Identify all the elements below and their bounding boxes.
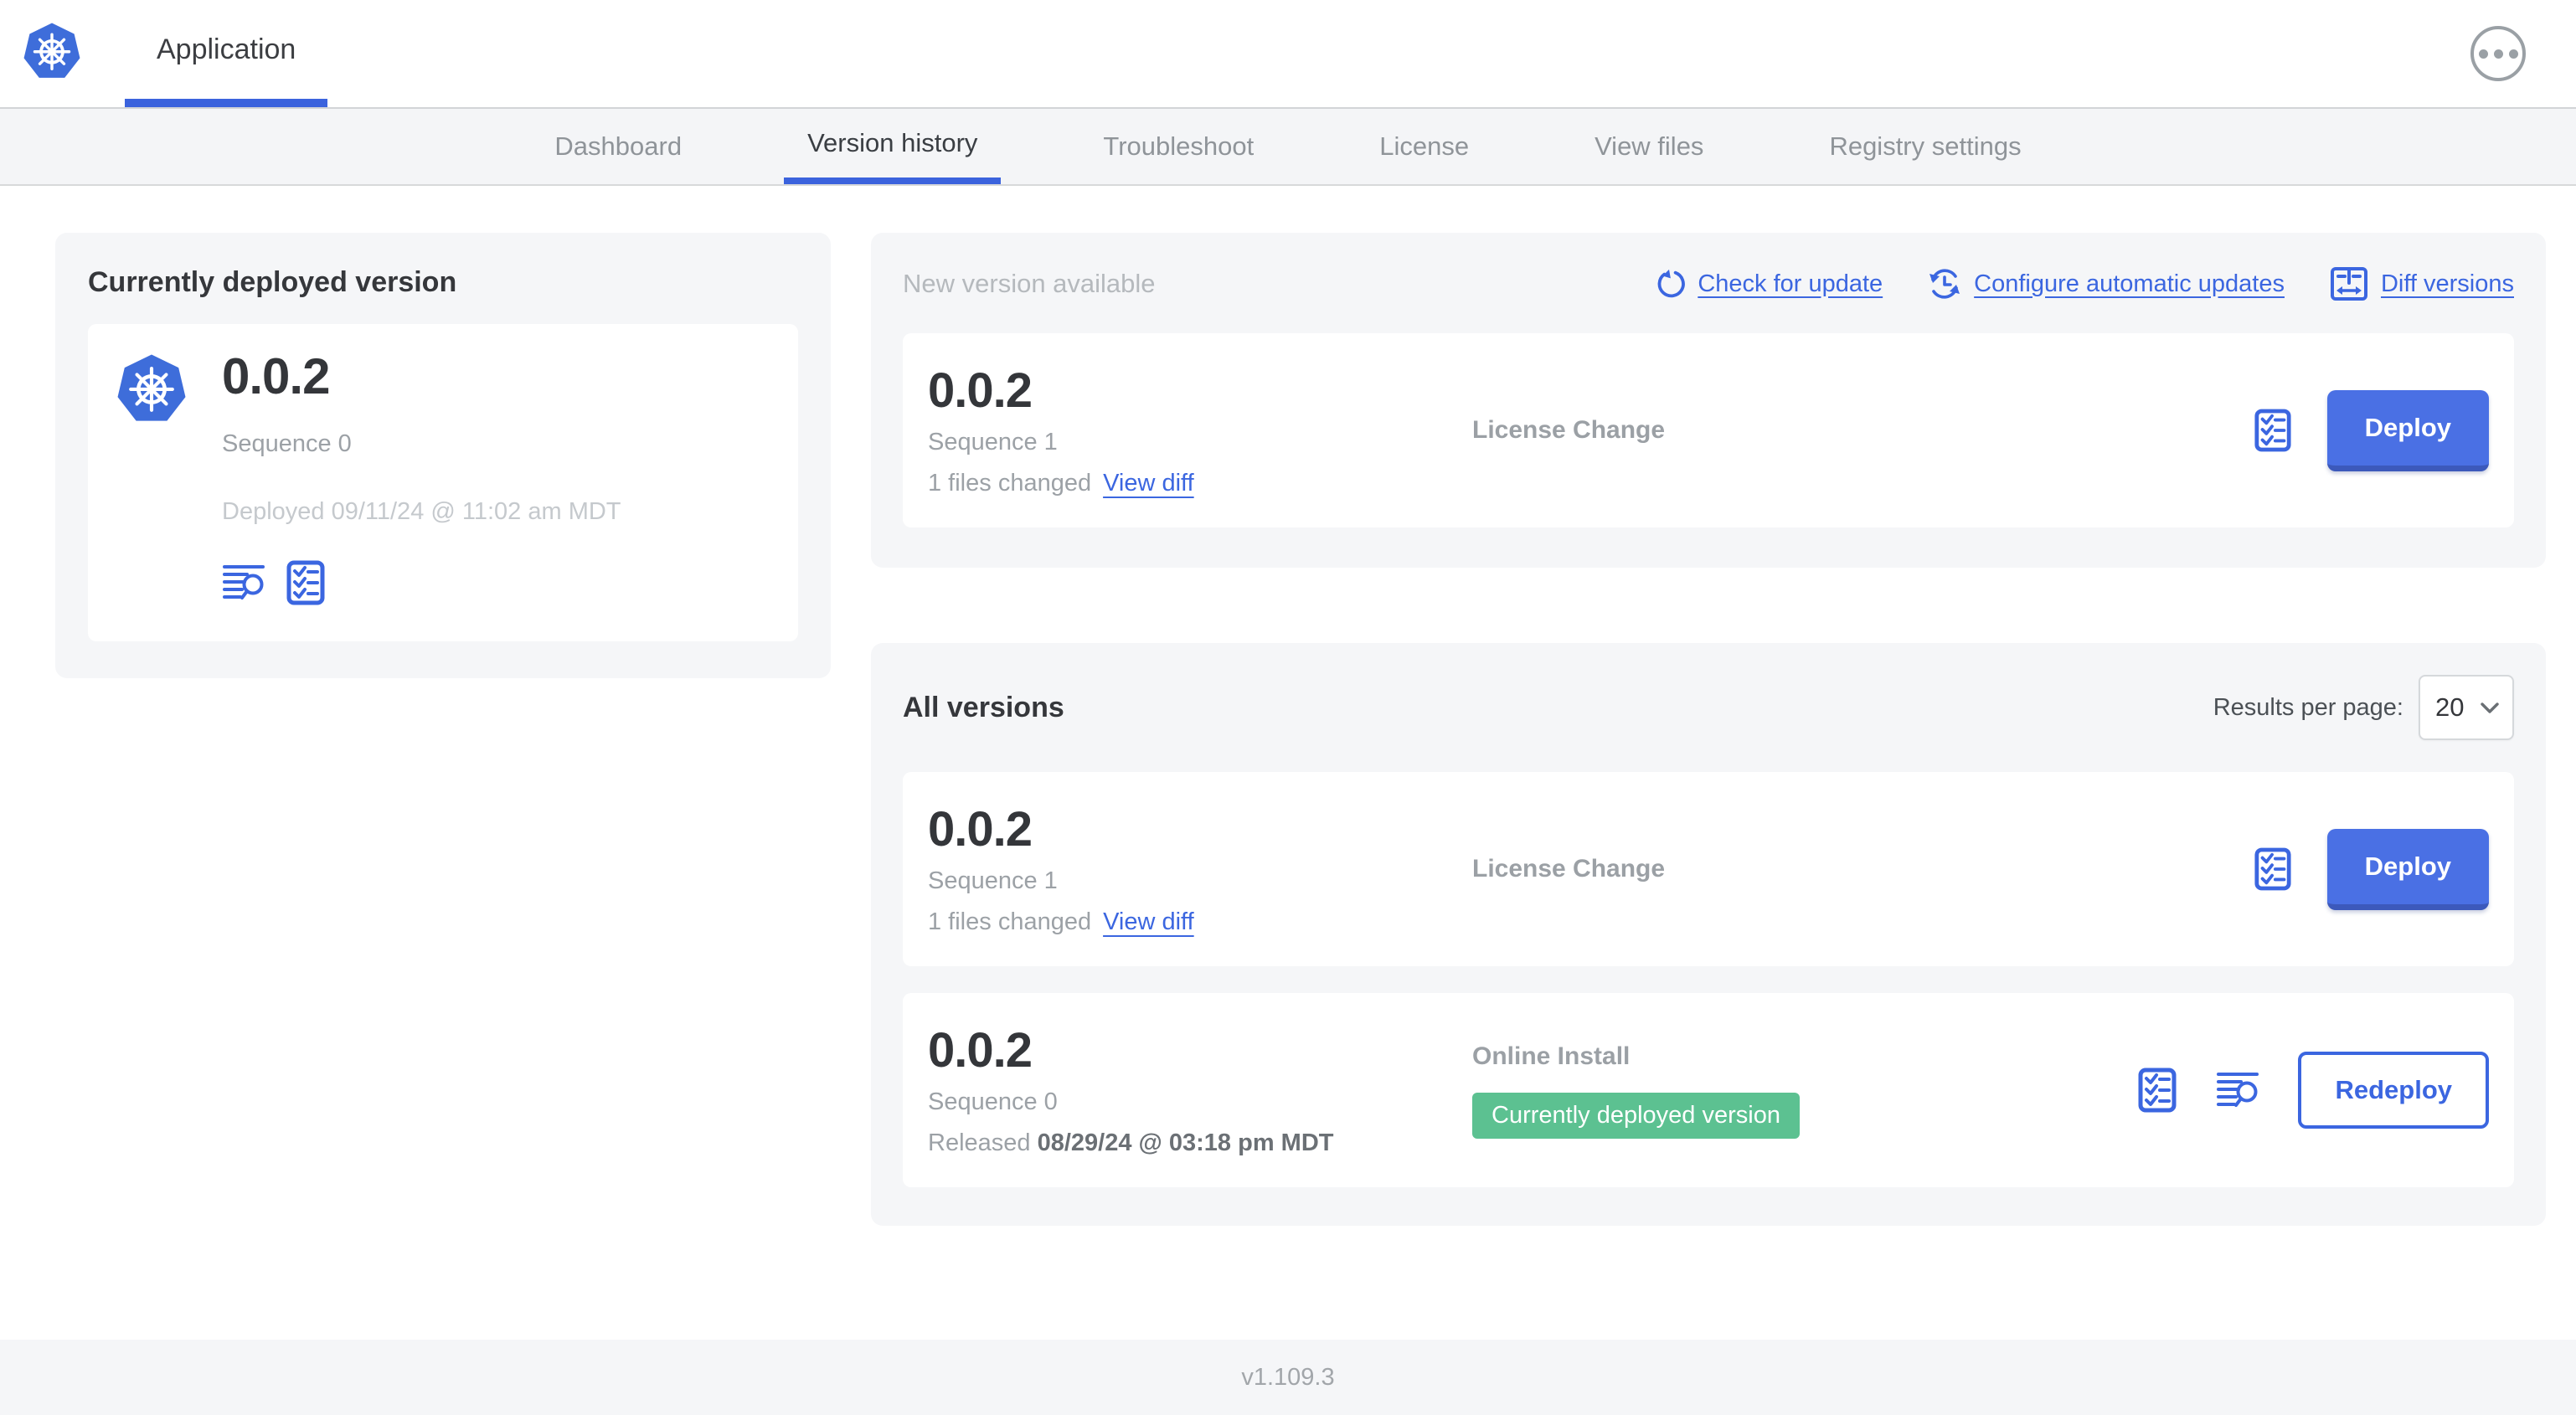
checklist-icon [286, 559, 326, 606]
logs-search-icon [223, 565, 265, 599]
currently-deployed-panel: Currently deployed version 0.0.2 Sequenc… [55, 233, 831, 678]
currently-deployed-title: Currently deployed version [88, 266, 457, 298]
app-header: Application [0, 0, 2576, 107]
checklist-icon [2254, 408, 2292, 453]
preflight-checks-button[interactable] [2254, 846, 2292, 892]
view-diff-link[interactable]: View diff [1103, 908, 1194, 936]
deployed-version-number: 0.0.2 [222, 348, 330, 404]
results-per-page-value: 20 [2435, 692, 2465, 722]
results-per-page-label: Results per page: [2213, 693, 2403, 721]
tab-dashboard[interactable]: Dashboard [554, 131, 683, 161]
view-diff-link[interactable]: View diff [1103, 470, 1194, 497]
new-version-card: 0.0.2 Sequence 1 1 files changed View di… [903, 333, 2514, 527]
app-title: Application [157, 33, 296, 65]
version-sequence: Sequence 0 [928, 1088, 1058, 1116]
refresh-icon [1657, 268, 1686, 298]
kubernetes-logo [113, 352, 190, 430]
all-versions-panel: All versions Results per page: 20 0.0.2 … [871, 643, 2546, 1226]
header-spacer [327, 0, 2470, 107]
clock-sync-icon [1928, 269, 1961, 299]
tab-license[interactable]: License [1379, 131, 1470, 161]
version-row: 0.0.2 Sequence 1 1 files changed View di… [903, 772, 2514, 966]
check-for-update-link[interactable]: Check for update [1653, 268, 1883, 300]
files-changed: 1 files changed [928, 470, 1092, 497]
tab-application[interactable]: Application [125, 0, 328, 107]
preflight-checks-button[interactable] [286, 559, 326, 606]
version-row: 0.0.2 Sequence 0 Released 08/29/24 @ 03:… [903, 993, 2514, 1187]
version-number: 0.0.2 [928, 363, 1033, 418]
tab-view-files[interactable]: View files [1595, 131, 1704, 161]
version-sequence: Sequence 1 [928, 429, 1058, 456]
redeploy-button[interactable]: Redeploy [2298, 1052, 2489, 1129]
version-actions-links: Check for update Configure automatic upd… [1653, 266, 2514, 301]
ellipsis-menu-button[interactable] [2470, 26, 2526, 81]
version-source: License Change [1472, 416, 1666, 444]
version-number: 0.0.2 [928, 801, 1033, 857]
diff-columns-icon [2330, 267, 2367, 301]
files-changed: 1 files changed [928, 908, 1092, 936]
logs-search-icon [2217, 1073, 2259, 1107]
kubernetes-logo [20, 22, 84, 85]
checklist-icon [2137, 1067, 2177, 1114]
deployed-version-card: 0.0.2 Sequence 0 Deployed 09/11/24 @ 11:… [88, 324, 798, 641]
tab-registry-settings[interactable]: Registry settings [1829, 131, 2022, 161]
new-version-panel: New version available Check for update C… [871, 233, 2546, 568]
tab-troubleshoot[interactable]: Troubleshoot [1103, 131, 1255, 161]
ellipsis-icon [2478, 49, 2488, 59]
all-versions-title: All versions [903, 691, 1064, 723]
deploy-button[interactable]: Deploy [2326, 828, 2489, 910]
version-number: 0.0.2 [928, 1022, 1033, 1078]
deploy-button[interactable]: Deploy [2326, 389, 2489, 471]
results-per-page: Results per page: 20 [2213, 675, 2514, 740]
deployed-sequence: Sequence 0 [222, 430, 352, 457]
main-content: Currently deployed version 0.0.2 Sequenc… [0, 186, 2576, 1226]
currently-deployed-badge: Currently deployed version [1472, 1092, 1800, 1139]
app-footer: v1.109.3 [0, 1340, 2576, 1415]
version-sequence: Sequence 1 [928, 867, 1058, 895]
console-version: v1.109.3 [1241, 1363, 1335, 1391]
chevron-down-icon [2481, 702, 2499, 713]
right-column: New version available Check for update C… [871, 233, 2546, 1226]
version-source: License Change [1472, 855, 1666, 882]
configure-automatic-updates-link[interactable]: Configure automatic updates [1928, 267, 2285, 301]
subnav: Dashboard Version history Troubleshoot L… [0, 107, 2576, 186]
deployed-timestamp: Deployed 09/11/24 @ 11:02 am MDT [222, 498, 621, 525]
tab-version-history[interactable]: Version history [784, 109, 1002, 184]
diff-versions-link[interactable]: Diff versions [2330, 266, 2514, 301]
released-timestamp: Released 08/29/24 @ 03:18 pm MDT [928, 1129, 1334, 1157]
preflight-checks-button[interactable] [2137, 1067, 2177, 1114]
preflight-checks-button[interactable] [2254, 408, 2292, 453]
results-per-page-select[interactable]: 20 [2419, 675, 2514, 740]
checklist-icon [2254, 846, 2292, 892]
view-logs-button[interactable] [2216, 1071, 2259, 1109]
version-source: Online Install [1472, 1042, 1631, 1070]
view-logs-button[interactable] [222, 563, 265, 602]
new-version-title: New version available [903, 269, 1156, 298]
